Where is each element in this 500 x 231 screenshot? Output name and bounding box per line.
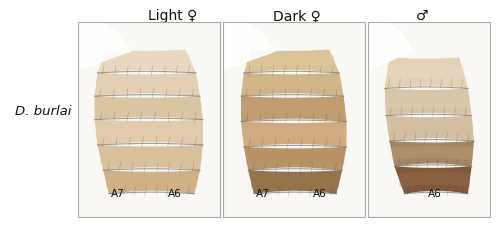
Bar <box>222 23 365 217</box>
Polygon shape <box>94 101 202 114</box>
Polygon shape <box>94 120 203 145</box>
Polygon shape <box>106 174 197 188</box>
Polygon shape <box>94 97 203 120</box>
Bar <box>368 23 490 217</box>
Polygon shape <box>390 141 474 167</box>
Polygon shape <box>386 116 474 141</box>
Polygon shape <box>244 147 346 170</box>
Polygon shape <box>100 150 202 164</box>
Polygon shape <box>246 151 344 165</box>
Polygon shape <box>384 58 468 89</box>
Polygon shape <box>98 50 196 73</box>
Polygon shape <box>384 89 472 116</box>
Polygon shape <box>248 54 334 68</box>
Polygon shape <box>248 170 342 194</box>
Polygon shape <box>244 50 340 73</box>
Polygon shape <box>241 97 346 122</box>
Polygon shape <box>386 94 470 109</box>
Polygon shape <box>242 77 342 91</box>
Polygon shape <box>242 126 346 141</box>
Text: Light ♀: Light ♀ <box>148 9 197 23</box>
Polygon shape <box>387 64 464 81</box>
Polygon shape <box>241 101 345 116</box>
Polygon shape <box>466 23 490 52</box>
Polygon shape <box>344 159 365 217</box>
Polygon shape <box>251 174 340 188</box>
Polygon shape <box>96 77 198 91</box>
Bar <box>78 23 220 217</box>
Polygon shape <box>94 73 200 97</box>
Text: ♂: ♂ <box>416 9 429 23</box>
Text: A7: A7 <box>256 188 270 198</box>
Polygon shape <box>368 23 414 72</box>
Polygon shape <box>336 23 365 52</box>
Bar <box>368 23 490 217</box>
Text: A6: A6 <box>428 188 442 198</box>
Polygon shape <box>78 23 132 72</box>
Text: A6: A6 <box>312 188 326 198</box>
Polygon shape <box>394 167 471 194</box>
Polygon shape <box>392 146 473 160</box>
Text: A6: A6 <box>168 188 181 198</box>
Polygon shape <box>98 145 203 170</box>
Polygon shape <box>388 121 473 135</box>
Polygon shape <box>96 125 203 139</box>
Polygon shape <box>102 54 191 68</box>
Polygon shape <box>192 23 220 52</box>
Polygon shape <box>198 159 220 217</box>
Polygon shape <box>241 73 344 97</box>
Polygon shape <box>400 172 470 187</box>
Text: D. burlai: D. burlai <box>15 104 72 117</box>
Text: A7: A7 <box>110 188 124 198</box>
Bar <box>78 23 220 217</box>
Bar <box>222 23 365 217</box>
Polygon shape <box>103 170 200 194</box>
Polygon shape <box>472 159 490 217</box>
Text: Dark ♀: Dark ♀ <box>273 9 321 23</box>
Polygon shape <box>241 122 346 147</box>
Polygon shape <box>222 23 276 72</box>
